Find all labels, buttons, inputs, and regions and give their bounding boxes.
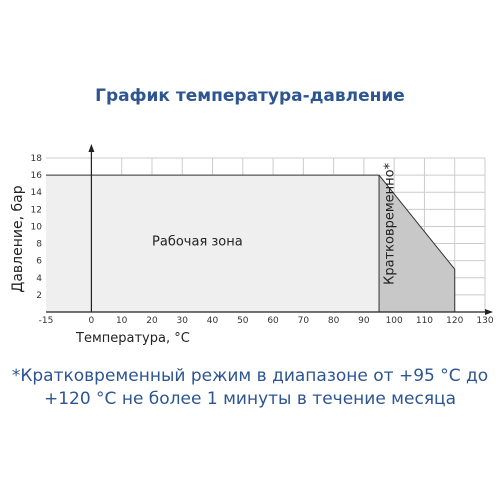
x-tick-label: 120 xyxy=(446,316,463,326)
footnote-line-1: *Кратковременный режим в диапазоне от +9… xyxy=(11,366,489,386)
x-tick-label: 70 xyxy=(298,316,310,326)
x-tick-label: 80 xyxy=(328,316,340,326)
x-tick-label: 10 xyxy=(116,316,128,326)
x-axis-arrow xyxy=(485,309,493,315)
pressure-temperature-chart: -15 0 10 20 30 40 50 60 70 80 90 100 110 120 130 2 4 6 8 10… xyxy=(10,144,494,346)
series-line xyxy=(46,174,456,312)
footnote-line-2: +120 °C не более 1 минуты в течение меся… xyxy=(43,389,457,409)
y-tick-label: 14 xyxy=(31,188,43,198)
x-tick-label: 100 xyxy=(386,316,403,326)
x-tick-label: 130 xyxy=(476,316,493,326)
y-tick-label: 2 xyxy=(36,291,42,301)
y-axis-arrow xyxy=(88,144,95,152)
y-tick-label: 18 xyxy=(31,154,43,164)
x-tick-label: 0 xyxy=(89,316,95,326)
x-tick-label: -15 xyxy=(39,316,54,326)
y-tick-label: 10 xyxy=(31,222,43,232)
short-term-zone-label: Кратковременно* xyxy=(383,162,398,284)
x-tick-label: 50 xyxy=(237,316,249,326)
short-term-zone-area xyxy=(379,175,455,312)
work-zone-label: Рабочая зона xyxy=(152,234,243,249)
y-tick-label: 16 xyxy=(31,171,43,181)
chart-title: График температура-давление xyxy=(95,86,405,106)
x-tick-label: 110 xyxy=(416,316,433,326)
y-tick-label: 4 xyxy=(36,274,42,284)
footnote: *Кратковременный режим в диапазоне от +9… xyxy=(0,365,500,411)
x-tick-label: 60 xyxy=(267,316,279,326)
y-tick-label: 6 xyxy=(36,257,42,267)
x-tick-label: 30 xyxy=(177,316,189,326)
y-tick-label: 8 xyxy=(36,240,42,250)
axes xyxy=(46,144,493,315)
x-axis-label: Температура, °C xyxy=(75,331,190,346)
work-zone-area xyxy=(46,175,380,312)
tick-labels: -15 0 10 20 30 40 50 60 70 80 90 100 110 120 130 2 4 6 8 10… xyxy=(31,154,494,326)
plot-areas xyxy=(46,174,456,312)
y-axis-label: Давление, бар xyxy=(10,185,26,292)
x-tick-label: 90 xyxy=(358,316,370,326)
x-tick-label: 40 xyxy=(207,316,219,326)
x-tick-label: 20 xyxy=(146,316,158,326)
y-tick-label: 12 xyxy=(31,205,42,215)
